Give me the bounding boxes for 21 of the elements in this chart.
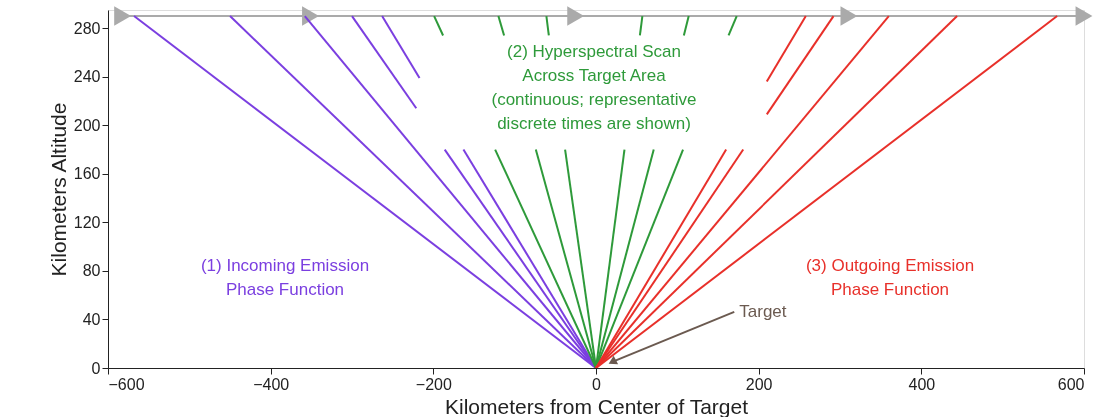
y-tick-label: 280 xyxy=(73,19,101,37)
y-tick-label: 240 xyxy=(73,68,101,86)
x-tick-label: −200 xyxy=(415,375,452,393)
y-axis-title: Kilometers Altitude xyxy=(46,102,70,277)
annotation: (1) Incoming Emission Phase Function xyxy=(200,256,370,299)
x-tick-label: 0 xyxy=(592,375,602,393)
x-tick-label: −600 xyxy=(108,375,145,393)
y-tick-label: 40 xyxy=(82,310,101,328)
y-tick-label: 0 xyxy=(91,359,101,377)
annotation: (3) Outgoing Emission Phase Function xyxy=(805,256,975,299)
y-tick-label: 80 xyxy=(82,262,101,280)
y-tick-label: 120 xyxy=(73,213,101,231)
x-tick-label: 400 xyxy=(908,375,936,393)
x-tick-label: −400 xyxy=(253,375,290,393)
annotation: (2) Hyperspectral Scan Across Target Area (continuous; representative discrete times are shown) xyxy=(491,42,697,133)
y-tick-label: 200 xyxy=(73,116,101,134)
x-tick-label: 200 xyxy=(745,375,773,393)
x-tick-label: 600 xyxy=(1057,375,1085,393)
x-axis-title: Kilometers from Center of Target xyxy=(444,394,749,417)
annotation: Target xyxy=(739,301,787,321)
y-tick-label: 160 xyxy=(73,165,101,183)
